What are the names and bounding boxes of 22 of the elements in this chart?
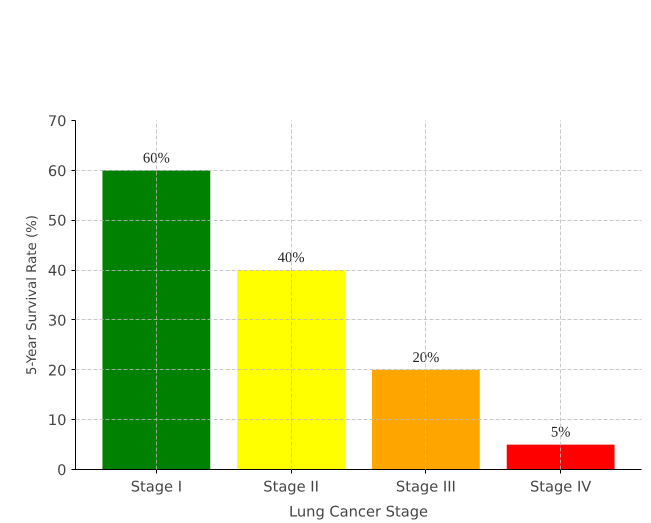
- data-label: 5%: [550, 424, 570, 441]
- data-label: 60%: [142, 150, 170, 166]
- bar: [372, 370, 480, 470]
- x-tick-label: Stage I: [130, 478, 182, 496]
- y-tick-label: 0: [57, 462, 67, 479]
- data-label: 20%: [412, 350, 440, 366]
- data-label: 40%: [278, 250, 305, 266]
- y-tick-label: 70: [48, 113, 67, 130]
- bar: [506, 444, 615, 470]
- x-tick-label: Stage IV: [530, 478, 592, 496]
- x-axis-title: Lung Cancer Stage: [288, 504, 428, 520]
- y-tick-label: 50: [48, 212, 67, 230]
- x-tick-label: Stage II: [263, 478, 319, 496]
- y-axis-title: 5-Year Survival Rate (%): [24, 215, 40, 375]
- y-tick-label: 10: [48, 412, 67, 430]
- y-tick-label: 30: [48, 312, 67, 330]
- bar: [237, 270, 346, 470]
- x-tick-label: Stage III: [396, 478, 456, 496]
- y-tick-label: 60: [48, 162, 67, 180]
- bar: [102, 170, 210, 470]
- y-tick-label: 40: [48, 262, 67, 280]
- y-tick-label: 20: [48, 362, 67, 380]
